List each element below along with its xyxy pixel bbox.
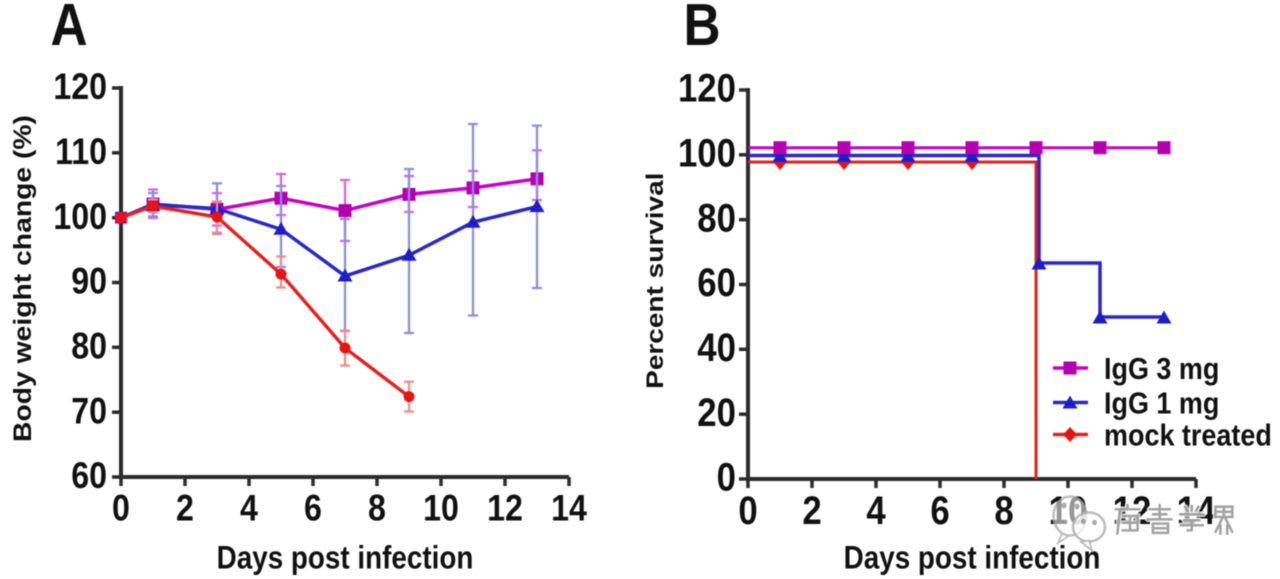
svg-text:0: 0 xyxy=(717,454,736,499)
svg-text:20: 20 xyxy=(697,390,736,435)
svg-text:110: 110 xyxy=(55,132,107,173)
svg-text:2: 2 xyxy=(802,488,821,533)
svg-text:14: 14 xyxy=(551,488,587,529)
svg-text:100: 100 xyxy=(678,130,736,175)
svg-text:120: 120 xyxy=(678,65,736,110)
svg-text:6: 6 xyxy=(930,488,949,533)
svg-text:IgG 3 mg: IgG 3 mg xyxy=(1104,352,1219,386)
svg-text:80: 80 xyxy=(71,326,107,367)
svg-text:A: A xyxy=(51,0,88,58)
svg-text:2: 2 xyxy=(176,488,194,529)
svg-text:70: 70 xyxy=(71,391,107,432)
svg-text:Body weight change (%): Body weight change (%) xyxy=(9,115,37,442)
svg-text:60: 60 xyxy=(697,260,736,305)
svg-text:Percent survival: Percent survival xyxy=(641,173,669,389)
svg-text:Days post infection: Days post infection xyxy=(844,541,1101,576)
svg-text:90: 90 xyxy=(71,262,107,303)
svg-text:12: 12 xyxy=(487,488,523,529)
svg-text:120: 120 xyxy=(53,67,107,108)
svg-text:8: 8 xyxy=(368,488,386,529)
svg-text:B: B xyxy=(684,0,721,58)
svg-text:80: 80 xyxy=(697,195,736,240)
svg-text:IgG 1 mg: IgG 1 mg xyxy=(1104,387,1219,421)
svg-text:60: 60 xyxy=(71,456,107,497)
svg-text:10: 10 xyxy=(423,488,459,529)
svg-text:40: 40 xyxy=(697,325,736,370)
svg-text:Days post infection: Days post infection xyxy=(217,541,474,576)
svg-text:0: 0 xyxy=(738,488,757,533)
svg-text:4: 4 xyxy=(240,488,259,529)
svg-text:100: 100 xyxy=(53,197,107,238)
svg-text:mock treated: mock treated xyxy=(1104,419,1272,453)
svg-text:8: 8 xyxy=(994,488,1013,533)
svg-text:0: 0 xyxy=(112,488,130,529)
svg-text:4: 4 xyxy=(866,488,885,533)
svg-text:6: 6 xyxy=(304,488,322,529)
